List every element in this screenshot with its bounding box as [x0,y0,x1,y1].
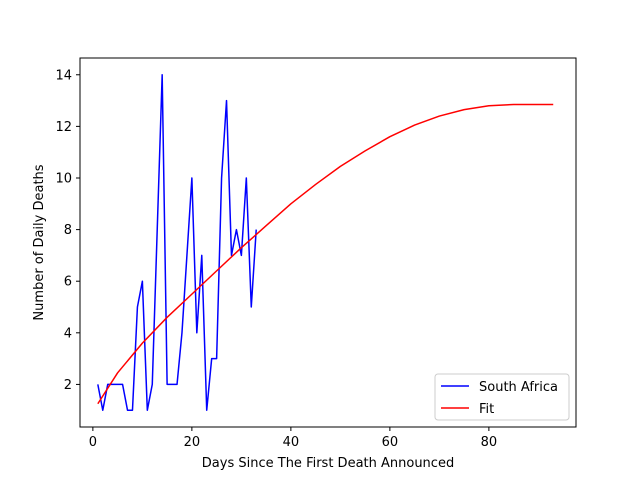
x-tick-label: 60 [382,435,399,450]
x-tick-label: 0 [89,435,97,450]
x-tick-label: 20 [184,435,201,450]
legend: South Africa Fit [434,373,570,421]
x-axis-ticks: 0 20 40 60 80 [89,427,497,450]
plot-layer [97,74,554,411]
y-tick-label: 4 [64,326,72,341]
series-line-fit [97,103,554,405]
plot-area-frame [79,57,577,428]
legend-label-fit: Fit [479,402,494,417]
y-axis-label: Number of Daily Deaths [32,164,47,320]
y-axis-ticks: 2 4 6 8 10 12 14 [55,68,80,393]
y-tick-label: 6 [64,275,72,290]
x-tick-label: 40 [283,435,300,450]
y-tick-label: 12 [55,120,72,135]
x-tick-label: 80 [481,435,498,450]
series-line-south-africa [97,74,257,411]
y-tick-label: 14 [55,68,72,83]
y-tick-label: 10 [55,171,72,186]
x-axis-label: Days Since The First Death Announced [202,456,454,471]
legend-label-south-africa: South Africa [479,380,558,395]
y-tick-label: 2 [64,378,72,393]
y-tick-label: 8 [64,223,72,238]
